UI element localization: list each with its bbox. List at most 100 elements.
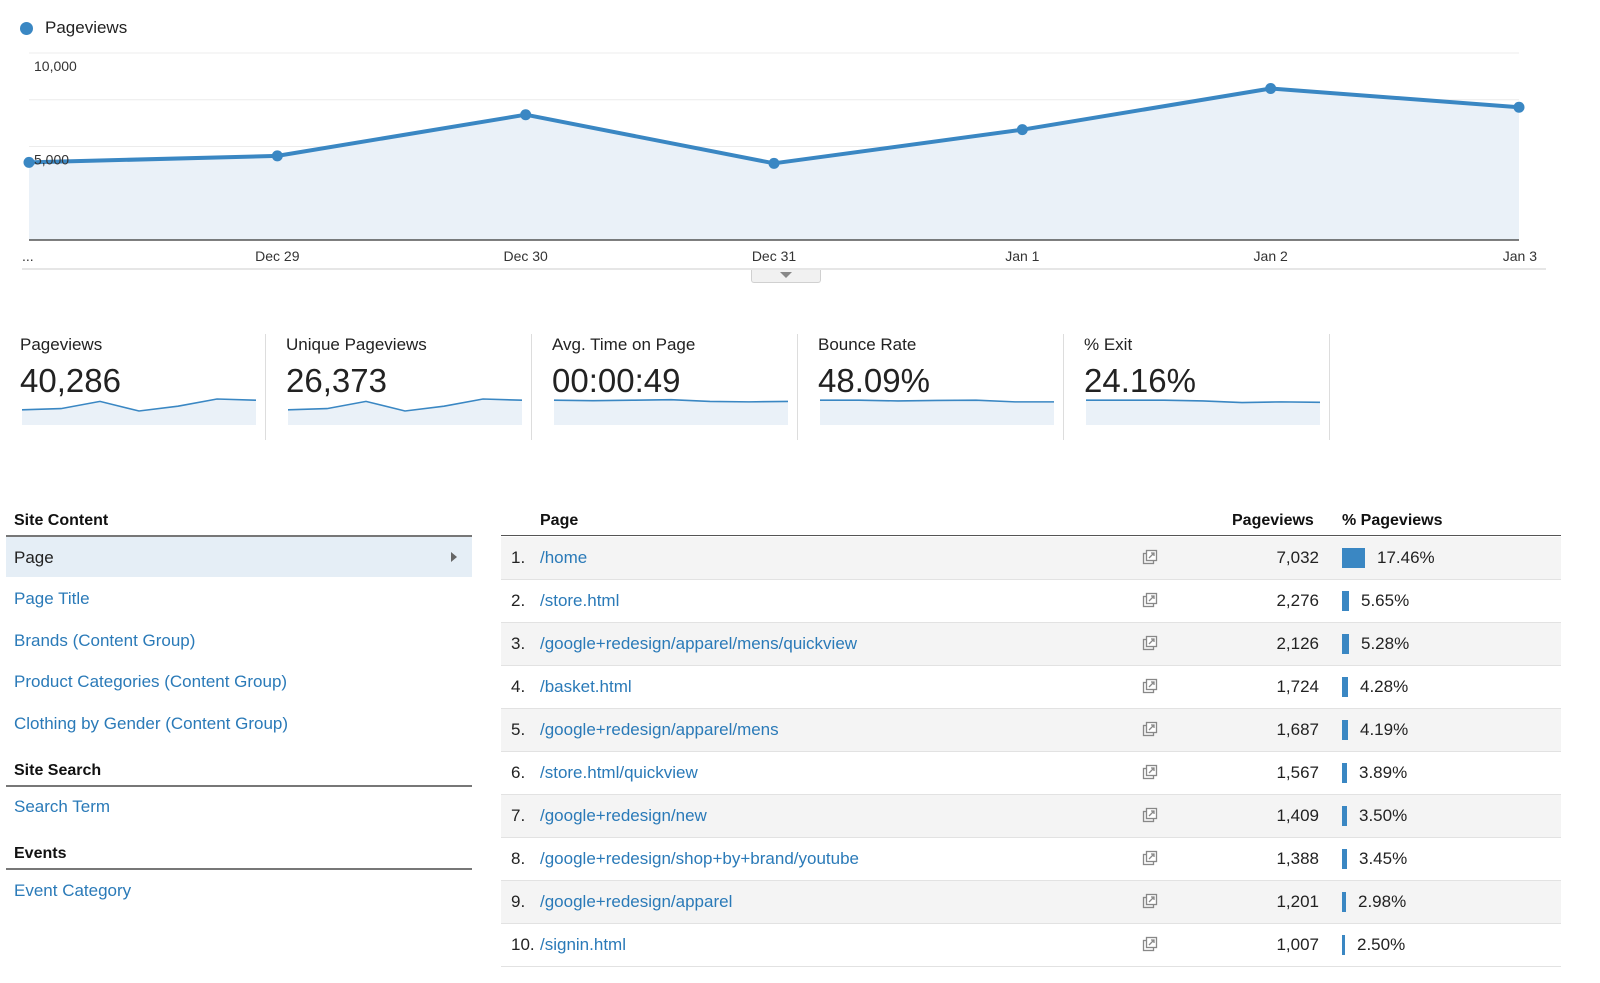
pageviews-value: 1,201 — [1276, 892, 1319, 911]
pct-bar — [1342, 849, 1347, 869]
column-header-pct-pageviews[interactable]: % Pageviews — [1342, 512, 1443, 529]
table-row[interactable]: 5. /google+redesign/apparel/mens 1,687 4.19… — [501, 709, 1561, 752]
page-link[interactable]: /google+redesign/new — [540, 806, 707, 825]
metric-label: Pageviews — [20, 335, 103, 354]
data-point[interactable] — [1265, 83, 1277, 95]
pageviews-value: 7,032 — [1276, 548, 1319, 567]
sidebar-item-clothing-by-gender[interactable]: Clothing by Gender (Content Group) — [14, 714, 289, 733]
pct-pageviews-value: 4.19% — [1360, 720, 1409, 739]
sparkline-line — [820, 399, 1054, 403]
page-link[interactable]: /basket.html — [540, 677, 632, 696]
table-row[interactable]: 7. /google+redesign/new 1,409 3.50% — [501, 795, 1561, 838]
table-row[interactable]: 2. /store.html 2,276 5.65% — [501, 580, 1561, 623]
chart-legend[interactable]: Pageviews — [20, 18, 127, 38]
page-link[interactable]: /store.html — [540, 591, 620, 610]
table-row[interactable]: 8. /google+redesign/shop+by+brand/youtube… — [501, 838, 1561, 881]
open-in-new-icon[interactable] — [1142, 850, 1158, 866]
pct-pageviews-value: 2.98% — [1358, 892, 1407, 911]
pct-pageviews-value: 2.50% — [1357, 935, 1406, 954]
sparkline-area — [288, 399, 522, 425]
pageviews-value: 1,724 — [1276, 677, 1319, 696]
open-in-new-icon[interactable] — [1142, 807, 1158, 823]
sidebar-item-page[interactable]: Page — [6, 537, 472, 577]
table-row[interactable]: 4. /basket.html 1,724 4.28% — [501, 666, 1561, 709]
page-link[interactable]: /store.html/quickview — [540, 763, 698, 782]
x-tick-label: Dec 30 — [503, 248, 548, 264]
chart-collapse-toggle[interactable] — [751, 270, 821, 283]
events-heading: Events — [14, 845, 67, 862]
divider — [501, 794, 1561, 795]
page-link[interactable]: /google+redesign/shop+by+brand/youtube — [540, 849, 860, 868]
table-row[interactable]: 10. /signin.html 1,007 2.50% — [501, 924, 1561, 967]
x-tick-label: ... — [22, 248, 34, 264]
row-number: 6. — [511, 763, 526, 782]
page-link[interactable]: /signin.html — [540, 935, 626, 954]
x-tick-label: Dec 29 — [255, 248, 300, 264]
sparkline-area — [22, 399, 256, 425]
sidebar-item-page-title[interactable]: Page Title — [14, 589, 90, 608]
open-in-new-icon[interactable] — [1142, 592, 1158, 608]
open-in-new-icon[interactable] — [1142, 721, 1158, 737]
data-point[interactable] — [1016, 124, 1028, 136]
pageviews-value: 1,409 — [1276, 806, 1319, 825]
metric-pageviews[interactable]: Pageviews 40,286 — [0, 332, 266, 440]
divider — [501, 708, 1561, 709]
pct-bar — [1342, 806, 1347, 826]
sparkline — [554, 398, 788, 425]
table-row[interactable]: 9. /google+redesign/apparel 1,201 2.98% — [501, 881, 1561, 924]
pct-pageviews-value: 3.50% — [1359, 806, 1408, 825]
chevron-right-icon — [451, 552, 457, 562]
open-in-new-icon[interactable] — [1142, 678, 1158, 694]
data-point[interactable] — [520, 109, 532, 121]
metric-value: 48.09% — [818, 362, 930, 399]
chevron-down-icon — [780, 272, 792, 278]
column-header-page[interactable]: Page — [540, 512, 579, 529]
table-row[interactable]: 6. /store.html/quickview 1,567 3.89% — [501, 752, 1561, 795]
metric-avg-time-on-page[interactable]: Avg. Time on Page 00:00:49 — [532, 332, 798, 440]
page-link[interactable]: /home — [540, 548, 588, 567]
sidebar-item-search-term[interactable]: Search Term — [14, 797, 111, 816]
metric-exit[interactable]: % Exit 24.16% — [1064, 332, 1330, 440]
row-number: 5. — [511, 720, 526, 739]
y-tick-label: 5,000 — [34, 152, 69, 168]
sparkline-area — [554, 399, 788, 425]
sidebar-item-event-category[interactable]: Event Category — [14, 881, 132, 900]
open-in-new-icon[interactable] — [1142, 936, 1158, 952]
page-link[interactable]: /google+redesign/apparel — [540, 892, 733, 911]
pct-bar — [1342, 935, 1345, 955]
data-point[interactable] — [1513, 101, 1525, 113]
metric-value: 40,286 — [20, 362, 121, 399]
row-number: 9. — [511, 892, 526, 911]
data-point[interactable] — [271, 150, 283, 162]
sparkline — [288, 398, 522, 425]
divider — [1329, 334, 1330, 440]
divider — [501, 579, 1561, 580]
table-row[interactable]: 3. /google+redesign/apparel/mens/quickvie… — [501, 623, 1561, 666]
data-point[interactable] — [768, 157, 780, 169]
divider — [6, 868, 472, 870]
row-number: 10. — [511, 935, 535, 954]
open-in-new-icon[interactable] — [1142, 549, 1158, 565]
divider — [501, 880, 1561, 881]
metric-value: 24.16% — [1084, 362, 1196, 399]
legend-label: Pageviews — [45, 18, 128, 37]
sparkline-line — [1086, 399, 1320, 404]
sidebar-item-product-categories[interactable]: Product Categories (Content Group) — [14, 672, 288, 691]
open-in-new-icon[interactable] — [1142, 635, 1158, 651]
open-in-new-icon[interactable] — [1142, 893, 1158, 909]
metric-unique-pageviews[interactable]: Unique Pageviews 26,373 — [266, 332, 532, 440]
column-header-pageviews[interactable]: Pageviews — [1232, 512, 1314, 529]
page-link[interactable]: /google+redesign/apparel/mens/quickview — [540, 634, 858, 653]
open-in-new-icon[interactable] — [1142, 764, 1158, 780]
pct-bar — [1342, 548, 1365, 568]
metric-bounce-rate[interactable]: Bounce Rate 48.09% — [798, 332, 1064, 440]
page-link[interactable]: /google+redesign/apparel/mens — [540, 720, 779, 739]
row-number: 4. — [511, 677, 526, 696]
divider — [265, 334, 266, 440]
table-row[interactable]: 1. /home 7,032 17.46% — [501, 537, 1561, 580]
sidebar-item-brands[interactable]: Brands (Content Group) — [14, 631, 196, 650]
pageviews-chart[interactable]: 10,000 5,000... Dec 29 Dec 30 Dec 31 Jan 1 Jan… — [0, 0, 1600, 270]
pageviews-value: 2,126 — [1276, 634, 1319, 653]
data-point[interactable] — [23, 156, 35, 168]
pct-pageviews-value: 17.46% — [1377, 548, 1435, 567]
